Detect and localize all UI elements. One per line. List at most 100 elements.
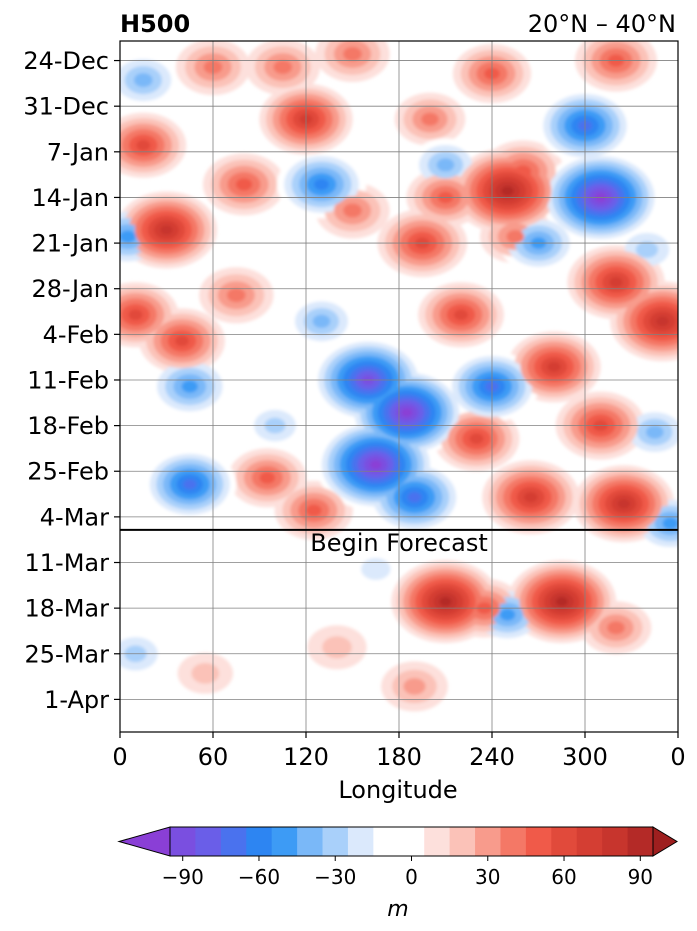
colorbar-segment bbox=[449, 827, 476, 856]
colorbar: −90 −60 −30 0 30 60 90 bbox=[117, 826, 678, 889]
y-tick-label: 24-Dec bbox=[23, 47, 109, 75]
contour-level bbox=[609, 276, 623, 288]
colorbar-tick-label: 90 bbox=[628, 865, 653, 889]
contour-level bbox=[469, 433, 484, 445]
contour-level bbox=[547, 361, 561, 372]
y-tick-label: 31-Dec bbox=[23, 93, 109, 121]
colorbar-segment bbox=[271, 827, 298, 856]
contour-level bbox=[403, 678, 426, 695]
contour-level bbox=[646, 425, 664, 439]
forecast-label: Begin Forecast bbox=[310, 529, 488, 557]
contour-level bbox=[523, 492, 538, 503]
contour-level bbox=[506, 230, 525, 244]
contour-level bbox=[662, 517, 678, 530]
x-tick-label: 0 bbox=[112, 743, 127, 771]
y-tick-label: 1-Apr bbox=[44, 686, 109, 714]
contour-level bbox=[617, 499, 631, 509]
colorbar-tick-label: 0 bbox=[405, 865, 418, 889]
y-tick-label: 7-Jan bbox=[47, 138, 109, 166]
y-tick-label: 28-Jan bbox=[31, 275, 109, 303]
x-tick-label: 240 bbox=[469, 743, 515, 771]
colorbar-segment bbox=[525, 827, 552, 856]
colorbar-tick-label: −30 bbox=[314, 865, 356, 889]
colorbar-segment bbox=[602, 827, 629, 856]
x-axis-label: Longitude bbox=[338, 776, 457, 804]
x-tick-label: 180 bbox=[376, 743, 422, 771]
contour-level bbox=[134, 73, 153, 88]
colorbar-extend-min bbox=[117, 826, 171, 857]
colorbar-segment bbox=[195, 827, 222, 856]
colorbar-segment bbox=[170, 827, 197, 856]
contour-level bbox=[306, 504, 322, 517]
y-tick-label: 11-Feb bbox=[27, 366, 109, 394]
colorbar-tick-label: 30 bbox=[475, 865, 500, 889]
contour-level bbox=[499, 608, 516, 621]
colorbar-segment bbox=[576, 827, 603, 856]
contour-level bbox=[635, 241, 659, 258]
contour-level bbox=[555, 597, 568, 607]
contour-level bbox=[160, 225, 173, 235]
contour-level bbox=[607, 621, 625, 635]
contour-level bbox=[401, 408, 413, 417]
contour-level bbox=[181, 380, 198, 393]
x-tick-label: 60 bbox=[198, 743, 229, 771]
colorbar-segment bbox=[551, 827, 578, 856]
contour-level bbox=[453, 309, 469, 321]
contour-level bbox=[421, 112, 439, 126]
colorbar-label: m bbox=[387, 897, 408, 922]
colorbar-segment bbox=[398, 827, 425, 856]
chart-subtitle: 20°N – 40°N bbox=[528, 10, 676, 38]
chart-title: H500 bbox=[120, 10, 190, 38]
x-tick-label: 0 bbox=[670, 743, 685, 771]
x-tick-label: 300 bbox=[562, 743, 608, 771]
y-tick-label: 18-Mar bbox=[25, 595, 110, 623]
x-tick-label: 120 bbox=[283, 743, 329, 771]
colorbar-tick-label: −90 bbox=[162, 865, 204, 889]
contour-level bbox=[174, 335, 190, 347]
y-tick-label: 18-Feb bbox=[27, 412, 109, 440]
contour-level bbox=[361, 558, 391, 580]
contour-level bbox=[439, 597, 452, 607]
contour-level bbox=[322, 636, 352, 659]
contour-level bbox=[235, 178, 253, 191]
colorbar-segment bbox=[220, 827, 247, 856]
y-tick-label: 4-Feb bbox=[43, 321, 109, 349]
colorbar-segment bbox=[627, 827, 654, 856]
contour-level bbox=[259, 471, 276, 484]
contour-level bbox=[191, 663, 220, 684]
contour-level bbox=[312, 314, 331, 328]
colorbar-segment bbox=[500, 827, 527, 856]
colorbar-segment bbox=[322, 827, 349, 856]
y-tick-label: 21-Jan bbox=[31, 230, 109, 258]
colorbar-segment bbox=[475, 827, 502, 856]
y-tick-label: 25-Mar bbox=[25, 640, 110, 668]
x-axis: 0 60 120 180 240 300 0 bbox=[112, 732, 686, 771]
y-tick-label: 14-Jan bbox=[31, 184, 109, 212]
plot-area: Begin Forecast bbox=[119, 40, 679, 733]
contour-level bbox=[407, 492, 422, 503]
contour-level bbox=[343, 47, 362, 61]
colorbar-segment bbox=[347, 827, 374, 856]
contour-level bbox=[273, 60, 293, 75]
colorbar-tick-label: 60 bbox=[551, 865, 576, 889]
contour-level bbox=[314, 178, 329, 191]
contour-level bbox=[369, 460, 382, 470]
contour-level bbox=[343, 203, 362, 218]
colorbar-segment bbox=[246, 827, 273, 856]
contour-level bbox=[120, 230, 136, 243]
contour-level bbox=[128, 309, 143, 321]
y-tick-label: 4-Mar bbox=[40, 503, 109, 531]
colorbar-segment bbox=[373, 827, 400, 856]
contour-level bbox=[501, 186, 514, 196]
contour-level bbox=[136, 139, 151, 151]
contour-level bbox=[183, 479, 197, 490]
y-axis: 24-Dec 31-Dec 7-Jan 14-Jan 21-Jan 28-Jan 4-Feb… bbox=[23, 47, 120, 714]
colorbar-segment bbox=[297, 827, 324, 856]
contour-level bbox=[227, 288, 246, 303]
colorbar-segment bbox=[424, 827, 451, 856]
y-tick-label: 11-Mar bbox=[25, 549, 110, 577]
contour-level bbox=[656, 316, 669, 327]
colorbar-tick-label: −60 bbox=[238, 865, 280, 889]
colorbar-extend-max bbox=[652, 826, 678, 857]
